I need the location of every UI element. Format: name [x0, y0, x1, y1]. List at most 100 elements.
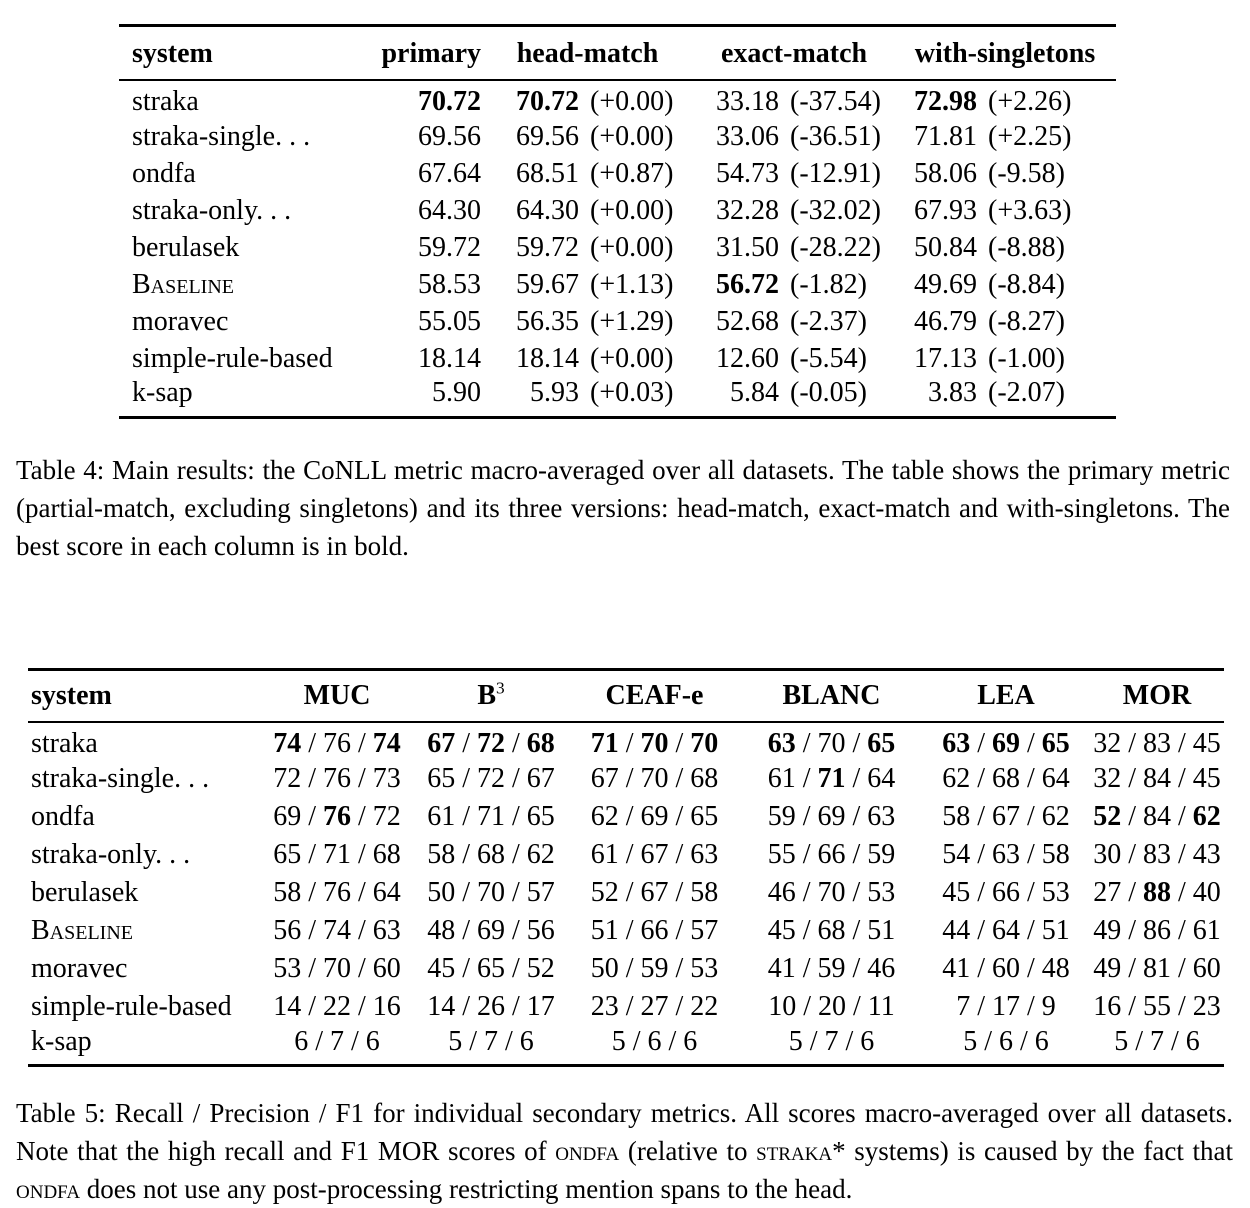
exact-match-delta: (-32.02): [790, 194, 881, 226]
system-name: Baseline: [31, 915, 133, 946]
metric-cell-lea: 58 / 67 / 62: [942, 801, 1070, 832]
primary-score: 64.30: [359, 192, 481, 229]
head-match-delta: (+0.00): [590, 86, 674, 117]
caption-text: Table 5: Recall / Precision / F1 for ind…: [16, 1098, 1233, 1166]
score-value: 74: [372, 728, 401, 759]
score-value: 63: [372, 915, 401, 946]
exact-match-delta: (-2.37): [790, 305, 867, 337]
score-value: 5: [788, 1026, 803, 1057]
score-value: 6: [519, 1026, 534, 1057]
score-value: 9: [1041, 991, 1056, 1022]
primary-score: 70.72: [359, 80, 481, 118]
score-value: 63: [867, 801, 896, 832]
metric-cell-muc: 56 / 74 / 63: [273, 915, 401, 946]
exact-match-delta: (-0.05): [790, 377, 867, 408]
metric-cell-muc: 72 / 76 / 73: [273, 763, 401, 794]
table-row: moravec 53 / 70 / 60 45 / 65 / 52 50 / 59 /…: [28, 950, 1224, 988]
table5-head: system MUC B3 CEAF-e BLANC LEA MOR: [28, 669, 1224, 723]
score-value: 56.72: [716, 268, 780, 300]
score-value: 60: [1192, 953, 1221, 984]
system-name: simple-rule-based: [31, 991, 232, 1022]
metric-cell-ceaf-e: 52 / 67 / 58: [590, 877, 719, 908]
score-value: 69: [273, 801, 302, 832]
score-value: 66: [640, 915, 669, 946]
caption-text: does not use any post-processing restric…: [80, 1174, 853, 1204]
score-value: 72: [477, 763, 505, 794]
head-match-delta: (+0.00): [590, 120, 674, 152]
with-singletons-delta: (-8.27): [988, 305, 1065, 337]
column-header-primary: primary: [359, 25, 481, 81]
score-value: 68: [817, 915, 846, 946]
score-value: 6: [365, 1026, 380, 1057]
head-match-score: 70.72: [481, 80, 579, 118]
score-value: 71: [323, 839, 351, 870]
score-value: 68: [477, 839, 505, 870]
score-value: 64: [992, 915, 1020, 946]
column-header-system: system: [28, 669, 260, 723]
score-value: 26: [477, 991, 505, 1022]
score-value: 69.56: [516, 120, 579, 152]
score-value: 46: [867, 953, 896, 984]
with-singletons-score: 50.84: [894, 229, 977, 266]
metric-cell-lea: 41 / 60 / 48: [942, 953, 1070, 984]
score-value: 50: [590, 953, 619, 984]
head-match-delta: (+0.00): [590, 194, 674, 226]
score-value: 60: [992, 953, 1020, 984]
system-name: ondfa: [132, 157, 196, 189]
score-value: 73: [372, 763, 401, 794]
score-value: 40: [1192, 877, 1221, 908]
score-value: 72: [477, 728, 505, 759]
table-row: simple-rule-based 14 / 22 / 16 14 / 26 / 1…: [28, 988, 1224, 1026]
score-value: 55: [767, 839, 796, 870]
score-value: 45: [942, 877, 971, 908]
score-value: 54: [942, 839, 971, 870]
metric-cell-lea: 54 / 63 / 58: [942, 839, 1070, 870]
score-value: 53: [690, 953, 719, 984]
score-value: 70: [640, 763, 669, 794]
score-value: 72.98: [914, 86, 978, 117]
exact-match-delta: (-37.54): [790, 86, 881, 117]
exact-match-score: 33.18: [694, 80, 779, 118]
metric-cell-muc: 53 / 70 / 60: [273, 953, 401, 984]
column-header-ceaf-e: CEAF-e: [568, 669, 741, 723]
score-value: 62: [942, 763, 971, 794]
exact-match-score: 5.84: [694, 377, 779, 418]
score-value: 56: [526, 915, 555, 946]
score-value: 17.13: [914, 342, 978, 374]
score-value: 67.64: [418, 157, 481, 189]
score-value: 54.73: [716, 157, 780, 189]
score-value: 68.51: [516, 157, 579, 189]
with-singletons-delta: (-8.88): [988, 231, 1065, 263]
head-match-score: 64.30: [481, 192, 579, 229]
with-singletons-delta: (-1.00): [988, 342, 1065, 374]
with-singletons-score: 58.06: [894, 155, 977, 192]
score-value: 60: [372, 953, 401, 984]
exact-match-score: 56.72: [694, 266, 779, 303]
system-name: straka-only. . .: [132, 194, 292, 226]
score-value: 76: [323, 877, 351, 908]
table-row: straka 74 / 76 / 74 67 / 72 / 68 71 / 70 / …: [28, 722, 1224, 760]
score-value: 67: [590, 763, 619, 794]
score-value: 64: [1041, 763, 1070, 794]
score-value: 65: [867, 728, 896, 759]
score-value: 66: [817, 839, 846, 870]
column-header-mor: MOR: [1090, 669, 1224, 723]
score-value: 61: [427, 801, 456, 832]
head-match-delta: (+0.03): [590, 377, 674, 408]
system-name: moravec: [31, 953, 128, 984]
metric-cell-lea: 7 / 17 / 9: [956, 991, 1056, 1022]
metric-cell-ceaf-e: 5 / 6 / 6: [611, 1026, 698, 1057]
score-value: 70: [817, 728, 846, 759]
score-value: 70: [817, 877, 846, 908]
head-match-score: 5.93: [481, 377, 579, 418]
score-value: 11: [867, 991, 895, 1022]
table4-main-results: system primary head-match exact-match with-s…: [119, 24, 1117, 419]
metric-cell-mor: 30 / 83 / 43: [1093, 839, 1221, 870]
score-value: 46: [767, 877, 796, 908]
exact-match-delta: (-5.54): [790, 342, 867, 374]
with-singletons-score: 72.98: [894, 80, 977, 118]
score-value: 63: [767, 728, 796, 759]
score-value: 32.28: [716, 194, 780, 226]
score-value: 48: [427, 915, 456, 946]
score-value: 62: [526, 839, 555, 870]
